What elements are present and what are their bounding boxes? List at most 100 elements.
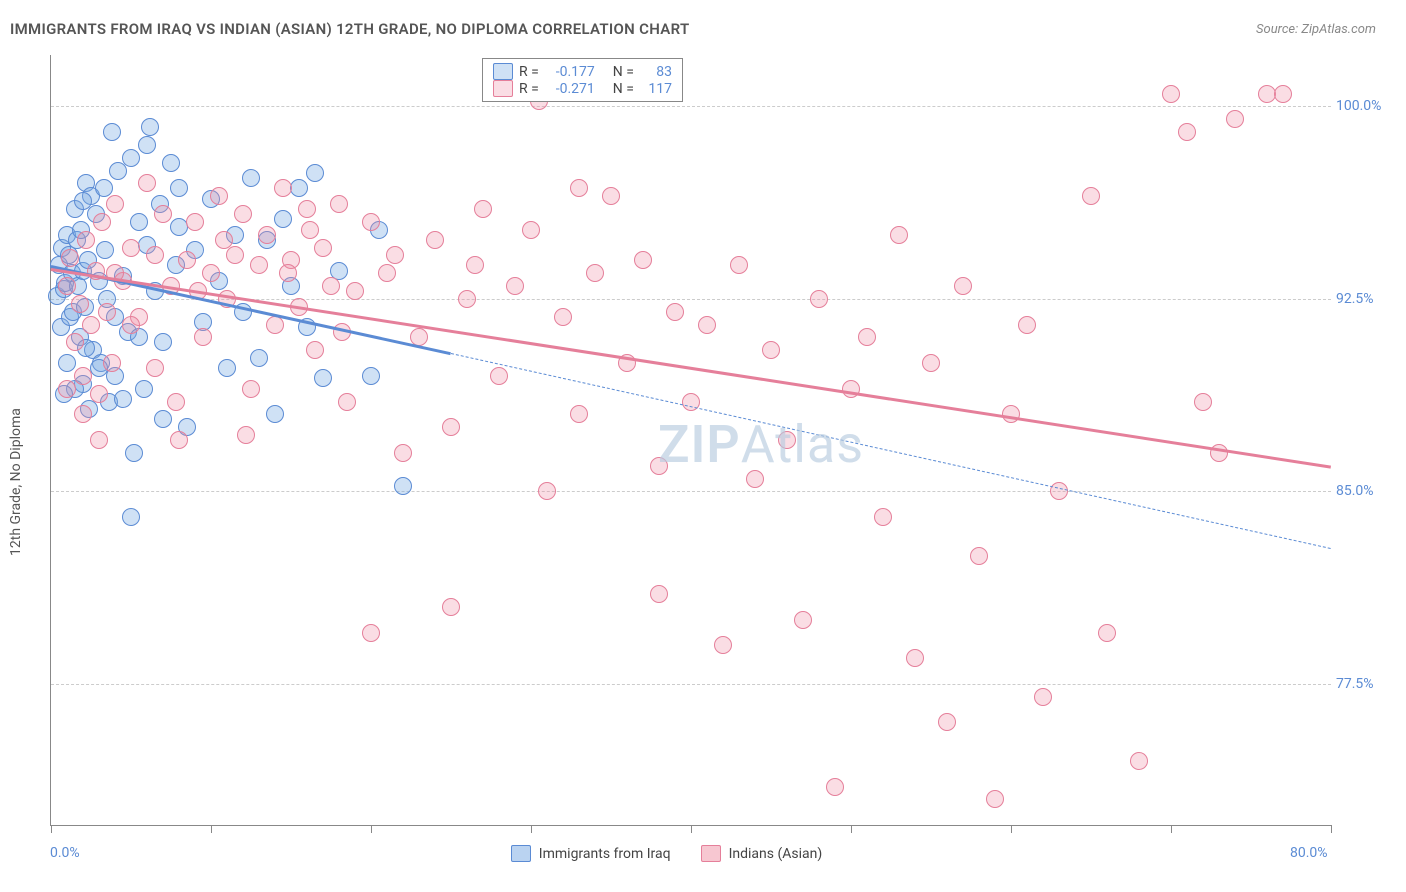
legend-swatch — [511, 845, 531, 862]
y-axis-label: 12th Grade, No Diploma — [8, 408, 24, 556]
data-point-indian — [986, 790, 1004, 808]
data-point-indian — [466, 256, 484, 274]
data-point-indian — [210, 187, 228, 205]
chart-title: IMMIGRANTS FROM IRAQ VS INDIAN (ASIAN) 1… — [10, 20, 689, 38]
data-point-indian — [306, 341, 324, 359]
bottom-legend-item: Indians (Asian) — [701, 845, 823, 862]
data-point-indian — [906, 649, 924, 667]
data-point-indian — [58, 380, 76, 398]
data-point-indian — [154, 205, 172, 223]
data-point-indian — [58, 277, 76, 295]
data-point-indian — [666, 303, 684, 321]
data-point-iraq — [122, 149, 140, 167]
series-legend: Immigrants from Iraq Indians (Asian) — [511, 845, 822, 862]
data-point-indian — [103, 354, 121, 372]
data-point-indian — [250, 256, 268, 274]
legend-swatch — [493, 80, 513, 97]
data-point-indian — [362, 213, 380, 231]
data-point-indian — [106, 195, 124, 213]
data-point-indian — [322, 277, 340, 295]
data-point-indian — [778, 431, 796, 449]
legend-swatch — [701, 845, 721, 862]
data-point-indian — [1194, 393, 1212, 411]
data-point-indian — [634, 251, 652, 269]
data-point-iraq — [394, 477, 412, 495]
x-tick — [51, 825, 52, 833]
data-point-indian — [698, 316, 716, 334]
x-tick — [1331, 825, 1332, 833]
data-point-indian — [714, 636, 732, 654]
data-point-indian — [298, 200, 316, 218]
data-point-indian — [1050, 482, 1068, 500]
data-point-iraq — [362, 367, 380, 385]
y-tick-label: 85.0% — [1336, 483, 1391, 499]
data-point-indian — [178, 251, 196, 269]
x-tick — [691, 825, 692, 833]
data-point-indian — [386, 246, 404, 264]
data-point-indian — [74, 405, 92, 423]
data-point-iraq — [218, 359, 236, 377]
data-point-indian — [506, 277, 524, 295]
data-point-indian — [98, 303, 116, 321]
data-point-indian — [1034, 688, 1052, 706]
data-point-indian — [602, 187, 620, 205]
data-point-indian — [338, 393, 356, 411]
data-point-iraq — [314, 369, 332, 387]
legend-r-value: -0.177 — [545, 64, 595, 80]
data-point-indian — [1274, 85, 1292, 103]
data-point-indian — [922, 354, 940, 372]
data-point-indian — [71, 295, 89, 313]
data-point-indian — [362, 624, 380, 642]
data-point-indian — [794, 611, 812, 629]
data-point-indian — [77, 231, 95, 249]
data-point-iraq — [95, 179, 113, 197]
data-point-indian — [426, 231, 444, 249]
data-point-indian — [202, 264, 220, 282]
data-point-iraq — [162, 154, 180, 172]
data-point-iraq — [242, 169, 260, 187]
data-point-iraq — [274, 210, 292, 228]
y-tick-label: 77.5% — [1336, 676, 1391, 692]
data-point-iraq — [96, 241, 114, 259]
data-point-indian — [394, 444, 412, 462]
data-point-indian — [314, 239, 332, 257]
plot-area: 77.5%85.0%92.5%100.0% — [50, 55, 1331, 826]
data-point-indian — [61, 249, 79, 267]
data-point-indian — [650, 457, 668, 475]
legend-row-indian: R =-0.271N =117 — [493, 80, 672, 97]
data-point-indian — [266, 316, 284, 334]
legend-row-iraq: R =-0.177N =83 — [493, 63, 672, 80]
data-point-indian — [274, 179, 292, 197]
legend-label: Immigrants from Iraq — [539, 846, 671, 862]
data-point-indian — [538, 482, 556, 500]
data-point-iraq — [138, 136, 156, 154]
data-point-iraq — [130, 213, 148, 231]
data-point-indian — [970, 547, 988, 565]
gridline — [51, 491, 1331, 492]
x-tick — [1171, 825, 1172, 833]
data-point-indian — [874, 508, 892, 526]
data-point-iraq — [290, 179, 308, 197]
data-point-iraq — [103, 123, 121, 141]
data-point-indian — [1178, 123, 1196, 141]
bottom-legend-item: Immigrants from Iraq — [511, 845, 671, 862]
data-point-iraq — [141, 118, 159, 136]
data-point-indian — [90, 431, 108, 449]
data-point-iraq — [250, 349, 268, 367]
y-tick-label: 92.5% — [1336, 291, 1391, 307]
data-point-indian — [650, 585, 668, 603]
data-point-iraq — [154, 333, 172, 351]
data-point-indian — [378, 264, 396, 282]
data-point-indian — [194, 328, 212, 346]
data-point-indian — [1018, 316, 1036, 334]
legend-r-label: R = — [519, 64, 539, 80]
data-point-indian — [522, 221, 540, 239]
gridline — [51, 684, 1331, 685]
data-point-indian — [1098, 624, 1116, 642]
legend-n-label: N = — [613, 64, 634, 80]
data-point-indian — [122, 316, 140, 334]
data-point-iraq — [74, 192, 92, 210]
data-point-indian — [122, 239, 140, 257]
data-point-indian — [474, 200, 492, 218]
data-point-indian — [810, 290, 828, 308]
